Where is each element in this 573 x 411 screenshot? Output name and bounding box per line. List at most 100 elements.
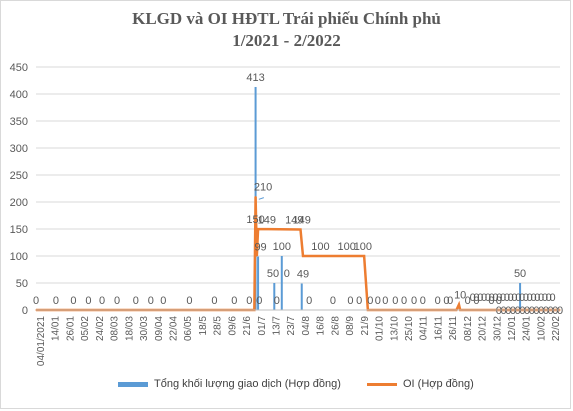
oi-point bbox=[299, 228, 302, 231]
data-label: 0 bbox=[256, 295, 262, 307]
x-tick-label: 18/03 bbox=[124, 316, 135, 341]
chart-title: KLGD và OI HĐTL Trái phiếu Chính phủ 1/2… bbox=[0, 8, 573, 52]
x-tick: 12/01 bbox=[507, 316, 518, 341]
x-tick: 01/10 bbox=[375, 316, 386, 341]
x-tick-label: 09/6 bbox=[227, 316, 238, 336]
x-tick-label: 18/5 bbox=[198, 316, 209, 336]
x-tick: 21/9 bbox=[360, 316, 371, 336]
data-label-zero: 0 bbox=[492, 292, 498, 304]
data-label-zero: 0 bbox=[515, 305, 521, 317]
data-label: 100 bbox=[311, 241, 329, 253]
data-label: 149 bbox=[285, 215, 303, 227]
data-label: 99 bbox=[254, 242, 266, 254]
x-tick: 21/6 bbox=[242, 316, 253, 336]
x-tick: 04/8 bbox=[301, 316, 312, 336]
x-tick: 08/9 bbox=[345, 316, 356, 336]
data-label: 0 bbox=[382, 295, 388, 307]
oi-point bbox=[302, 255, 304, 257]
x-tick: 23/7 bbox=[286, 316, 297, 336]
data-label: 0 bbox=[186, 295, 192, 307]
x-tick-label: 20/12 bbox=[478, 316, 489, 341]
data-label: 0 bbox=[420, 295, 426, 307]
y-tick-label: 450 bbox=[10, 62, 28, 74]
data-label-zero: 0 bbox=[489, 292, 495, 304]
x-tick: 01/7 bbox=[257, 316, 268, 336]
data-label: 10 bbox=[454, 290, 466, 302]
data-label-zero: 0 bbox=[477, 292, 483, 304]
data-label: 0 bbox=[53, 295, 59, 307]
data-label: 0 bbox=[488, 295, 494, 307]
data-label: 149 bbox=[293, 215, 311, 227]
volume-bar bbox=[257, 256, 260, 310]
x-tick: 22/04 bbox=[168, 316, 179, 341]
x-tick-label: 13/10 bbox=[389, 316, 400, 341]
x-tick-label: 04/01/2021 bbox=[36, 316, 47, 366]
x-tick: 09/6 bbox=[227, 316, 238, 336]
data-label: 210 bbox=[254, 182, 272, 194]
oi-point bbox=[257, 228, 259, 230]
x-tick: 24/01 bbox=[522, 316, 533, 341]
x-tick-label: 01/10 bbox=[375, 316, 386, 341]
y-tick-label: 150 bbox=[10, 224, 28, 236]
data-label-zero: 0 bbox=[515, 292, 521, 304]
x-tick: 05/02 bbox=[80, 316, 91, 341]
data-label-zero: 0 bbox=[501, 305, 507, 317]
data-label-zero: 0 bbox=[519, 305, 525, 317]
x-tick: 08/03 bbox=[110, 316, 121, 341]
data-label: 0 bbox=[392, 295, 398, 307]
y-tick-label: 0 bbox=[22, 305, 28, 317]
data-label: 0 bbox=[367, 295, 373, 307]
x-tick: 26/8 bbox=[330, 316, 341, 336]
x-tick-label: 30/03 bbox=[139, 316, 150, 341]
x-tick: 13/10 bbox=[389, 316, 400, 341]
data-label: 0 bbox=[70, 295, 76, 307]
x-tick-label: 16/8 bbox=[316, 316, 327, 336]
volume-bar bbox=[273, 283, 276, 310]
data-label: 0 bbox=[148, 295, 154, 307]
line-series bbox=[35, 196, 561, 312]
data-label-zero: 0 bbox=[538, 292, 544, 304]
x-tick: 18/5 bbox=[198, 316, 209, 336]
x-tick: 16/11 bbox=[433, 316, 444, 341]
data-label: 0 bbox=[375, 295, 381, 307]
y-tick-label: 400 bbox=[10, 89, 28, 101]
chart-title-line-2: 1/2021 - 2/2022 bbox=[232, 31, 341, 50]
x-tick: 24/02 bbox=[95, 316, 106, 341]
x-tick: 13/7 bbox=[272, 316, 283, 336]
data-label: 0 bbox=[496, 295, 502, 307]
x-tick: 06/05 bbox=[183, 316, 194, 341]
data-label-zero: 0 bbox=[500, 292, 506, 304]
data-label-zero: 0 bbox=[519, 292, 525, 304]
x-tick: 04/11 bbox=[419, 316, 430, 341]
data-label: 0 bbox=[473, 295, 479, 307]
data-label: 0 bbox=[231, 295, 237, 307]
oi-point bbox=[458, 304, 460, 306]
x-tick-label: 05/02 bbox=[80, 316, 91, 341]
legend-item-oi: OI (Hợp đồng) bbox=[367, 378, 474, 390]
data-label-zero: 0 bbox=[485, 292, 491, 304]
data-label: 0 bbox=[246, 295, 252, 307]
legend-swatch-bar bbox=[118, 381, 148, 387]
x-tick: 22/02 bbox=[551, 316, 562, 341]
x-tick-label: 04/11 bbox=[419, 316, 430, 341]
data-label-zero: 0 bbox=[548, 305, 554, 317]
x-tick: 14/01 bbox=[51, 316, 62, 341]
data-label: 0 bbox=[33, 295, 39, 307]
x-tick-label: 08/9 bbox=[345, 316, 356, 336]
data-label-zero: 0 bbox=[534, 292, 540, 304]
x-tick-label: 28/5 bbox=[213, 316, 224, 336]
data-label: 150 bbox=[246, 214, 264, 226]
data-label-zero: 0 bbox=[510, 305, 516, 317]
data-label-zero: 0 bbox=[524, 305, 530, 317]
x-tick: 26/01 bbox=[65, 316, 76, 341]
oi-point bbox=[254, 196, 257, 198]
data-label: 100 bbox=[273, 241, 291, 253]
data-label: 149 bbox=[258, 215, 276, 227]
data-label-zero: 0 bbox=[496, 292, 502, 304]
data-label-zero: 0 bbox=[533, 305, 539, 317]
x-tick-label: 21/6 bbox=[242, 316, 253, 336]
x-tick-label: 24/02 bbox=[95, 316, 106, 341]
x-tick: 09/04 bbox=[154, 316, 165, 341]
volume-bar bbox=[280, 256, 283, 310]
